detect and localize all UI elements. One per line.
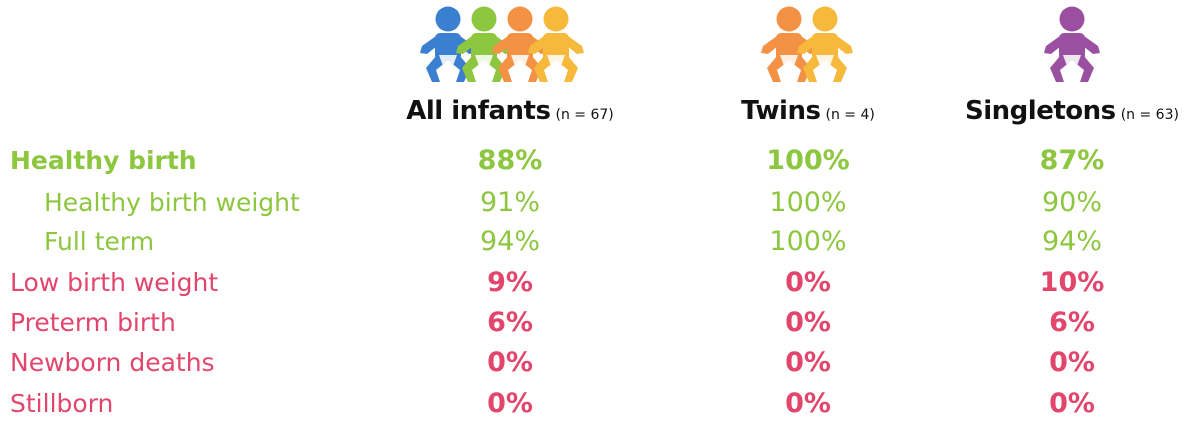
cell-value: 87% <box>1039 145 1105 176</box>
row-label: Healthy birth <box>10 146 197 175</box>
cell-value: 94% <box>1041 226 1103 257</box>
cell-value: 10% <box>1039 267 1105 298</box>
column-n: (n = 4) <box>825 107 875 123</box>
column-title: Singletons <box>965 96 1116 126</box>
cell-value: 9% <box>487 267 533 298</box>
row-label: Newborn deaths <box>10 348 215 377</box>
cell-value: 94% <box>479 226 541 257</box>
cell-value: 0% <box>785 307 831 338</box>
cell-value: 0% <box>487 347 533 378</box>
icons <box>420 6 1100 82</box>
cell-value: 6% <box>1049 307 1095 338</box>
cell-value: 0% <box>1049 388 1095 419</box>
cell-value: 100% <box>769 187 847 218</box>
baby-icon <box>528 6 584 82</box>
row-label: Healthy birth weight <box>44 188 300 217</box>
cell-value: 91% <box>479 187 541 218</box>
baby-icon <box>1044 6 1100 82</box>
cell-value: 0% <box>487 388 533 419</box>
column-n: (n = 67) <box>555 107 614 123</box>
column-header: Singletons (n = 63) <box>965 96 1179 126</box>
baby-icon <box>797 6 853 82</box>
row-label: Full term <box>44 227 155 256</box>
cell-value: 6% <box>487 307 533 338</box>
column-n: (n = 63) <box>1120 107 1179 123</box>
cell-value: 0% <box>1049 347 1095 378</box>
cell-value: 0% <box>785 347 831 378</box>
column-header: All infants (n = 67) <box>406 96 614 126</box>
cell-value: 100% <box>766 145 850 176</box>
cell-value: 100% <box>769 226 847 257</box>
cell-value: 90% <box>1041 187 1103 218</box>
column-title: All infants <box>406 96 551 126</box>
row-label: Low birth weight <box>10 268 219 297</box>
cell-value: 0% <box>785 388 831 419</box>
cell-value: 88% <box>477 145 543 176</box>
row-label: Stillborn <box>10 389 114 418</box>
column-title: Twins <box>741 96 821 126</box>
cell-value: 0% <box>785 267 831 298</box>
row-label: Preterm birth <box>10 308 176 337</box>
column-header: Twins (n = 4) <box>741 96 875 126</box>
